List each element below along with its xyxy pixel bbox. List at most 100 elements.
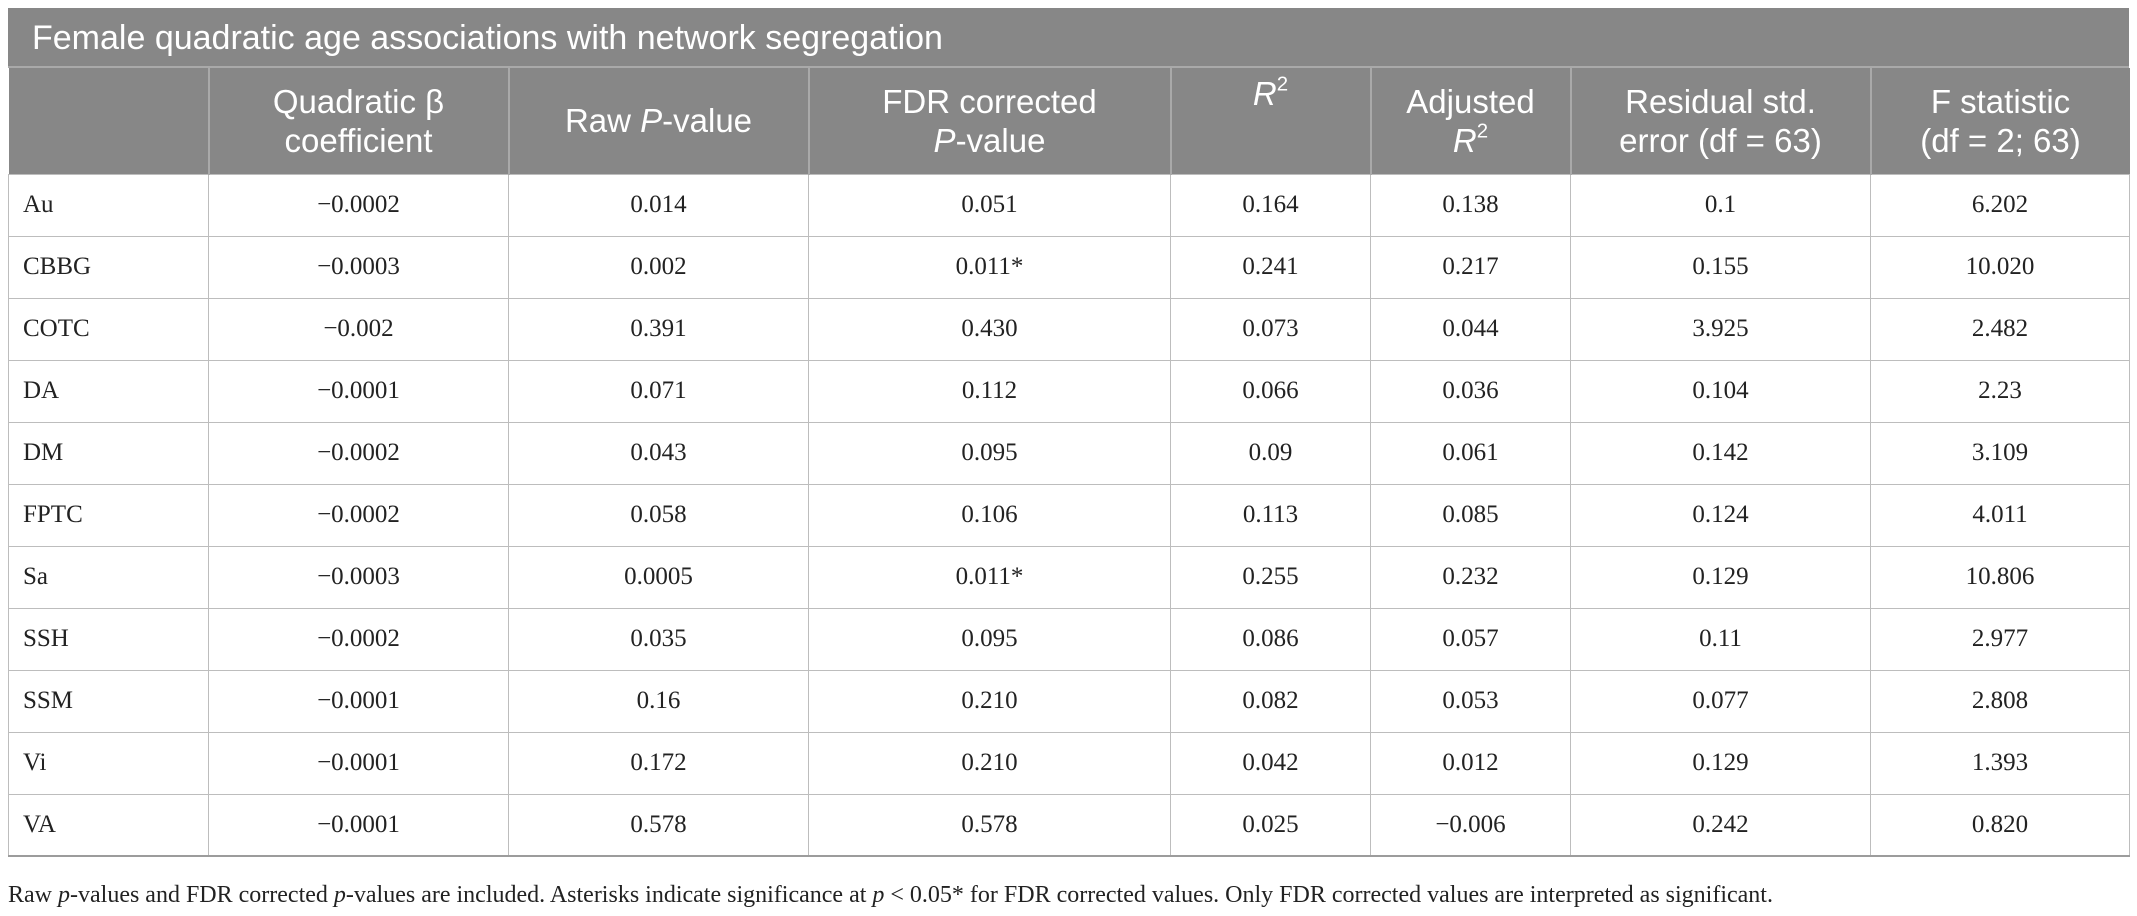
- cell-r2: 0.042: [1170, 731, 1371, 795]
- header-raw-p-post: -value: [662, 102, 753, 140]
- cell-f-statistic: 2.808: [1870, 669, 2130, 733]
- cell-raw-p: 0.391: [508, 297, 809, 361]
- cell-r2: 0.025: [1170, 793, 1371, 857]
- footnote-part-4: < 0.05* for FDR corrected values. Only F…: [884, 882, 1773, 908]
- cell-quadratic-beta: −0.0001: [208, 731, 509, 795]
- header-fdr-p-line1: FDR corrected: [882, 82, 1097, 120]
- cell-fdr-p: 0.051: [808, 173, 1171, 237]
- cell-raw-p: 0.058: [508, 483, 809, 547]
- cell-residual-se: 0.155: [1570, 235, 1871, 299]
- footnote-italic-p-2: p: [333, 882, 346, 908]
- cell-network: VA: [8, 793, 209, 857]
- cell-adjusted-r2: 0.061: [1370, 421, 1571, 485]
- cell-network: DA: [8, 359, 209, 423]
- header-adjusted-r2-sup: 2: [1476, 119, 1489, 143]
- cell-residual-se: 0.1: [1570, 173, 1871, 237]
- cell-residual-se: 0.124: [1570, 483, 1871, 547]
- cell-f-statistic: 2.977: [1870, 607, 2130, 671]
- table-row: FPTC −0.0002 0.058 0.106 0.113 0.085 0.1…: [8, 483, 2130, 547]
- cell-adjusted-r2: 0.053: [1370, 669, 1571, 733]
- cell-fdr-p: 0.210: [808, 669, 1171, 733]
- header-residual-se: Residual std. error (df = 63): [1570, 68, 1872, 174]
- table-row: SSM −0.0001 0.16 0.210 0.082 0.053 0.077…: [8, 669, 2130, 733]
- cell-residual-se: 0.129: [1570, 545, 1871, 609]
- header-f-statistic-line2: (df = 2; 63): [1920, 121, 2081, 159]
- cell-network: CBBG: [8, 235, 209, 299]
- cell-quadratic-beta: −0.0001: [208, 793, 509, 857]
- table-row: Sa −0.0003 0.0005 0.011* 0.255 0.232 0.1…: [8, 545, 2130, 609]
- table-footnote: Raw p-values and FDR corrected p-values …: [8, 882, 1773, 909]
- cell-raw-p: 0.002: [508, 235, 809, 299]
- header-quadratic-beta-line2: coefficient: [284, 121, 433, 159]
- cell-quadratic-beta: −0.0002: [208, 607, 509, 671]
- cell-r2: 0.086: [1170, 607, 1371, 671]
- cell-raw-p: 0.014: [508, 173, 809, 237]
- header-adjusted-r2-line1: Adjusted: [1406, 82, 1535, 120]
- footnote-part-3: -values are included. Asterisks indicate…: [345, 882, 873, 908]
- cell-adjusted-r2: 0.036: [1370, 359, 1571, 423]
- table-row: CBBG −0.0003 0.002 0.011* 0.241 0.217 0.…: [8, 235, 2130, 299]
- cell-adjusted-r2: 0.057: [1370, 607, 1571, 671]
- header-r2-sup: 2: [1276, 72, 1289, 96]
- cell-network: SSH: [8, 607, 209, 671]
- cell-adjusted-r2: 0.232: [1370, 545, 1571, 609]
- cell-fdr-p: 0.112: [808, 359, 1171, 423]
- cell-r2: 0.164: [1170, 173, 1371, 237]
- cell-fdr-p: 0.578: [808, 793, 1171, 857]
- cell-adjusted-r2: −0.006: [1370, 793, 1571, 857]
- cell-r2: 0.241: [1170, 235, 1371, 299]
- header-r2: R2: [1170, 68, 1372, 174]
- header-quadratic-beta: Quadratic β coefficient: [208, 68, 510, 174]
- cell-fdr-p: 0.210: [808, 731, 1171, 795]
- cell-adjusted-r2: 0.012: [1370, 731, 1571, 795]
- cell-fdr-p: 0.106: [808, 483, 1171, 547]
- cell-raw-p: 0.043: [508, 421, 809, 485]
- header-raw-p: Raw P-value: [508, 68, 810, 174]
- cell-fdr-p: 0.430: [808, 297, 1171, 361]
- cell-r2: 0.082: [1170, 669, 1371, 733]
- table-row: Vi −0.0001 0.172 0.210 0.042 0.012 0.129…: [8, 731, 2130, 795]
- results-table: Quadratic β coefficient Raw P-value FDR …: [8, 68, 2130, 857]
- cell-r2: 0.09: [1170, 421, 1371, 485]
- cell-f-statistic: 3.109: [1870, 421, 2130, 485]
- header-f-statistic: F statistic (df = 2; 63): [1870, 68, 2130, 174]
- cell-residual-se: 3.925: [1570, 297, 1871, 361]
- cell-f-statistic: 10.806: [1870, 545, 2130, 609]
- footnote-italic-p-3: p: [872, 882, 885, 908]
- cell-quadratic-beta: −0.002: [208, 297, 509, 361]
- header-fdr-p-italic: P: [933, 121, 956, 159]
- cell-residual-se: 0.077: [1570, 669, 1871, 733]
- cell-raw-p: 0.16: [508, 669, 809, 733]
- header-adjusted-r2-italic: R: [1452, 121, 1477, 159]
- cell-f-statistic: 6.202: [1870, 173, 2130, 237]
- header-quadratic-beta-line1: Quadratic β: [272, 82, 445, 120]
- header-residual-se-line1: Residual std.: [1625, 82, 1816, 120]
- results-table-container: Female quadratic age associations with n…: [8, 8, 2130, 857]
- header-network: [8, 68, 210, 174]
- cell-f-statistic: 1.393: [1870, 731, 2130, 795]
- cell-quadratic-beta: −0.0001: [208, 359, 509, 423]
- cell-f-statistic: 2.23: [1870, 359, 2130, 423]
- header-raw-p-pre: Raw: [564, 102, 641, 140]
- cell-f-statistic: 2.482: [1870, 297, 2130, 361]
- cell-network: Sa: [8, 545, 209, 609]
- cell-residual-se: 0.129: [1570, 731, 1871, 795]
- cell-network: COTC: [8, 297, 209, 361]
- cell-adjusted-r2: 0.217: [1370, 235, 1571, 299]
- cell-adjusted-r2: 0.085: [1370, 483, 1571, 547]
- cell-fdr-p: 0.011*: [808, 545, 1171, 609]
- cell-r2: 0.066: [1170, 359, 1371, 423]
- table-title: Female quadratic age associations with n…: [8, 8, 2129, 68]
- table-row: DA −0.0001 0.071 0.112 0.066 0.036 0.104…: [8, 359, 2130, 423]
- cell-f-statistic: 10.020: [1870, 235, 2130, 299]
- cell-adjusted-r2: 0.138: [1370, 173, 1571, 237]
- cell-quadratic-beta: −0.0002: [208, 173, 509, 237]
- cell-quadratic-beta: −0.0003: [208, 545, 509, 609]
- cell-network: FPTC: [8, 483, 209, 547]
- cell-quadratic-beta: −0.0001: [208, 669, 509, 733]
- table-row: DM −0.0002 0.043 0.095 0.09 0.061 0.142 …: [8, 421, 2130, 485]
- cell-raw-p: 0.071: [508, 359, 809, 423]
- header-residual-se-line2: error (df = 63): [1619, 121, 1822, 159]
- cell-raw-p: 0.0005: [508, 545, 809, 609]
- cell-r2: 0.073: [1170, 297, 1371, 361]
